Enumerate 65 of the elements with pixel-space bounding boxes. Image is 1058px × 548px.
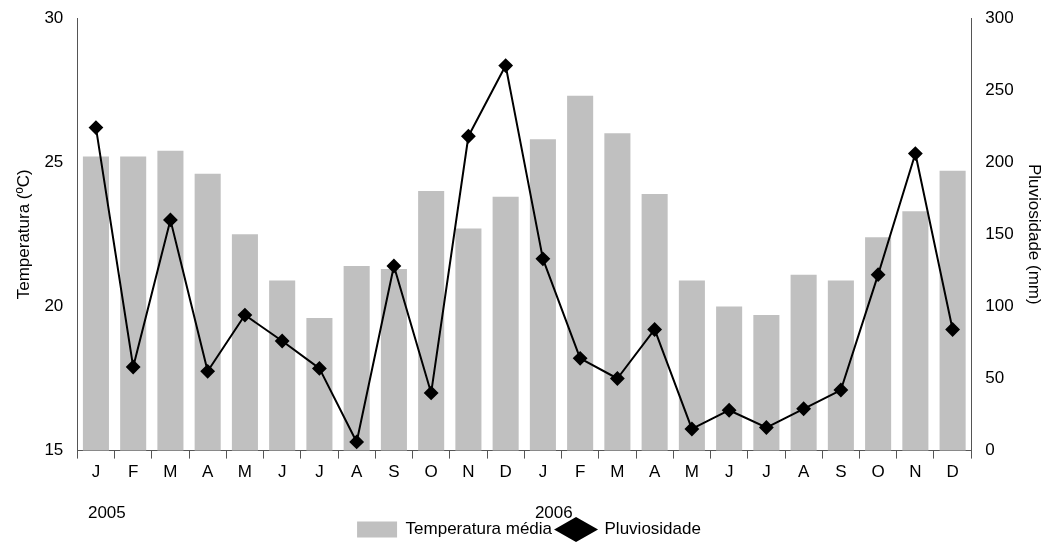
point [126, 359, 141, 374]
y-axis-title: Temperatura (ºC) [13, 169, 33, 300]
point [349, 434, 364, 449]
point [498, 58, 513, 73]
y2-tick-label: 0 [985, 440, 995, 460]
point [163, 212, 178, 227]
y2-tick-label: 100 [985, 296, 1014, 316]
x-tick-label: J [724, 462, 734, 482]
y-tick-label: 25 [44, 151, 64, 171]
point [275, 334, 290, 349]
point [871, 267, 886, 282]
point [461, 129, 476, 144]
y-tick-label: 15 [44, 440, 64, 460]
x-tick-label: F [574, 462, 586, 482]
y2-tick-label: 200 [985, 151, 1014, 171]
x-tick-label: J [315, 462, 324, 482]
point [88, 120, 103, 135]
x-tick-label: A [202, 462, 214, 482]
x-tick-label: M [684, 462, 699, 482]
point [610, 371, 625, 386]
x-tick-label: J [91, 462, 101, 482]
x-tick-label: S [388, 462, 400, 482]
y2-axis-title: Pluviosidade (mm) [1025, 163, 1045, 305]
text: 2006 [534, 502, 573, 522]
point [684, 421, 699, 436]
point [796, 401, 811, 416]
x-tick-label: M [237, 462, 253, 482]
y2-tick-label: 250 [985, 79, 1014, 99]
y-tick-label: 30 [44, 7, 64, 27]
point [424, 385, 439, 400]
legend-label: Temperatura média [405, 519, 553, 539]
point [535, 251, 550, 266]
y2-tick-label: 50 [985, 368, 1005, 388]
x-tick-label: N [462, 462, 475, 482]
text: 2005 [87, 502, 126, 522]
point [833, 383, 848, 398]
point [945, 322, 960, 337]
x-tick-label: S [835, 462, 847, 482]
y2-tick-label: 300 [985, 7, 1014, 27]
x-tick-label: D [499, 462, 512, 482]
point [573, 351, 588, 366]
x-tick-label: A [648, 462, 661, 482]
x-tick-label: M [610, 462, 625, 482]
x-tick-label: J [762, 462, 771, 482]
point [759, 420, 774, 435]
point [908, 146, 923, 161]
point [647, 322, 662, 337]
x-tick-label: A [350, 462, 363, 482]
x-tick-label: F [127, 462, 139, 482]
y-tick-label: 20 [44, 296, 64, 316]
point [200, 364, 215, 379]
x-tick-label: N [909, 462, 922, 482]
point [312, 361, 327, 376]
point [237, 308, 252, 323]
x-tick-label: D [946, 462, 959, 482]
x-tick-label: J [538, 462, 548, 482]
x-tick-label: O [424, 462, 438, 482]
point [722, 403, 737, 418]
x-tick-label: M [163, 462, 178, 482]
x-tick-label: O [871, 462, 885, 482]
legend-label: Pluviosidade [604, 519, 701, 539]
x-tick-label: J [277, 462, 287, 482]
y2-tick-label: 150 [985, 223, 1014, 243]
point [386, 259, 401, 274]
x-tick-label: A [797, 462, 810, 482]
